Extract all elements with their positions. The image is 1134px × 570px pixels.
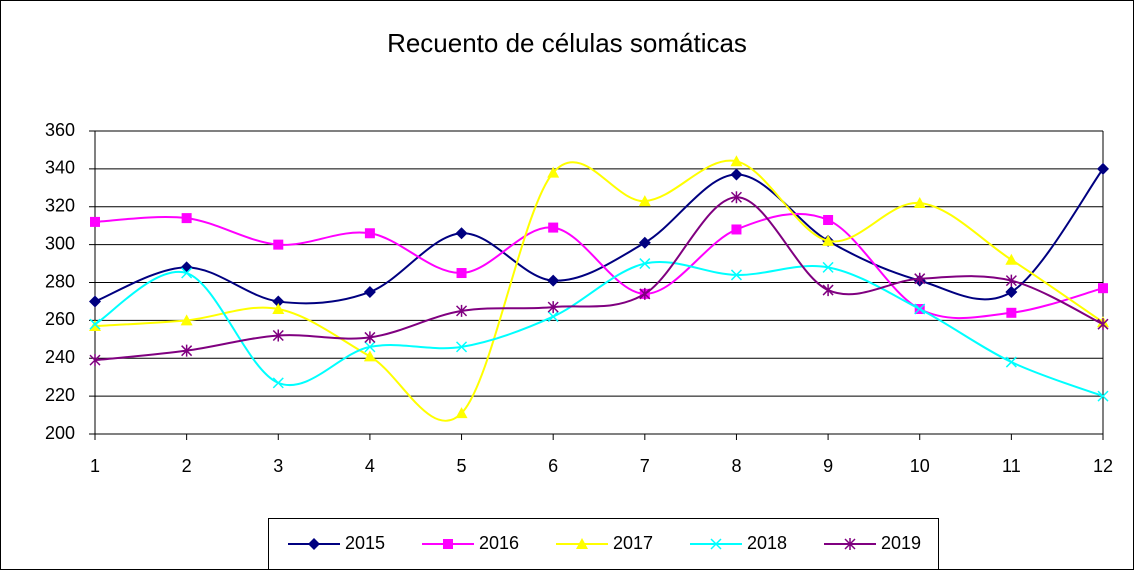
legend-label: 2016 <box>479 533 519 553</box>
marker <box>710 538 722 550</box>
marker <box>181 213 192 224</box>
marker <box>272 303 285 315</box>
legend-label: 2017 <box>613 533 653 553</box>
marker <box>364 341 376 353</box>
marker <box>180 314 193 326</box>
x-tick-label: 6 <box>548 456 558 476</box>
marker <box>638 236 651 249</box>
marker <box>1005 253 1018 265</box>
x-tick-label: 11 <box>1002 456 1021 476</box>
x-tick-label: 8 <box>731 456 741 476</box>
marker <box>455 407 468 419</box>
series-line <box>94 261 1104 398</box>
marker <box>90 216 100 227</box>
y-tick-label: 240 <box>45 347 75 367</box>
marker <box>730 269 742 281</box>
marker <box>1097 390 1109 402</box>
marker <box>181 267 193 279</box>
marker <box>639 258 651 270</box>
marker <box>547 166 560 178</box>
x-tick-label: 10 <box>910 456 930 476</box>
marker <box>456 268 467 279</box>
x-tick-label: 5 <box>457 456 467 476</box>
legend-label: 2018 <box>747 533 787 553</box>
y-tick-label: 220 <box>45 385 75 405</box>
chart-title: Recuento de células somáticas <box>387 28 747 58</box>
marker <box>1005 274 1017 287</box>
marker <box>364 331 376 344</box>
marker <box>89 318 101 330</box>
marker <box>1005 285 1018 298</box>
marker <box>548 222 559 233</box>
marker <box>1098 283 1108 294</box>
marker <box>1097 318 1109 331</box>
marker <box>308 538 320 550</box>
marker <box>822 234 835 246</box>
marker <box>272 377 284 389</box>
marker <box>363 285 376 298</box>
x-tick-label: 1 <box>90 456 100 476</box>
marker <box>547 274 560 287</box>
marker <box>1097 162 1109 175</box>
marker <box>822 284 834 297</box>
x-tick-label: 4 <box>365 456 375 476</box>
marker <box>547 301 559 314</box>
marker <box>89 295 101 308</box>
marker <box>547 311 559 323</box>
marker <box>272 329 284 342</box>
marker <box>638 195 651 207</box>
legend-label: 2015 <box>345 533 385 553</box>
x-tick-label: 2 <box>182 456 192 476</box>
marker <box>844 538 856 550</box>
marker <box>914 303 926 315</box>
series-line <box>94 168 1104 305</box>
legend-label: 2019 <box>881 533 921 553</box>
marker <box>456 304 468 317</box>
marker <box>914 272 926 285</box>
marker <box>1005 356 1017 368</box>
marker <box>272 295 285 308</box>
y-tick-label: 360 <box>45 120 75 140</box>
marker <box>731 224 742 235</box>
y-tick-label: 260 <box>45 309 75 329</box>
x-tick-label: 3 <box>273 456 283 476</box>
marker <box>576 538 588 549</box>
marker <box>443 539 453 549</box>
marker <box>363 350 376 362</box>
y-tick-label: 320 <box>45 196 75 216</box>
y-tick-label: 200 <box>45 423 75 443</box>
y-tick-label: 300 <box>45 233 75 253</box>
marker <box>181 344 193 357</box>
marker <box>89 320 101 332</box>
marker <box>273 239 284 250</box>
series-layer <box>89 155 1109 422</box>
marker <box>639 287 651 300</box>
marker <box>822 261 834 273</box>
marker <box>89 354 101 367</box>
y-tick-label: 280 <box>45 271 75 291</box>
marker <box>823 215 834 226</box>
marker <box>364 228 375 239</box>
x-tick-label: 7 <box>640 456 650 476</box>
marker <box>456 341 468 353</box>
x-tick-label: 12 <box>1093 456 1113 476</box>
x-tick-label: 9 <box>823 456 833 476</box>
marker <box>730 168 743 181</box>
marker <box>730 155 743 167</box>
marker <box>913 196 926 208</box>
marker <box>455 227 468 240</box>
marker <box>730 191 742 204</box>
marker <box>1006 307 1017 318</box>
y-tick-label: 340 <box>45 158 75 178</box>
